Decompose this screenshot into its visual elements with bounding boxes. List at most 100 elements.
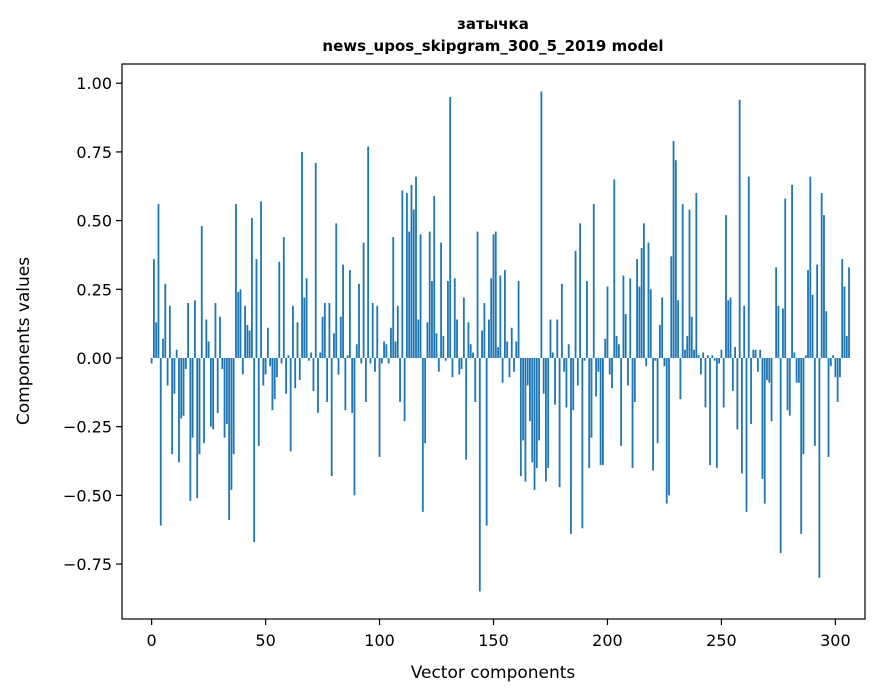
bar-263 bbox=[750, 357, 752, 424]
bar-291 bbox=[813, 357, 816, 446]
bar-288 bbox=[807, 270, 809, 358]
bar-247 bbox=[713, 357, 716, 361]
bar-188 bbox=[579, 223, 582, 358]
bar-295 bbox=[823, 215, 825, 358]
bar-266 bbox=[756, 357, 759, 372]
bar-69 bbox=[307, 357, 310, 361]
bar-151 bbox=[494, 231, 497, 358]
chart-title-line1: затычка bbox=[457, 15, 529, 33]
bar-123 bbox=[431, 281, 433, 358]
x-tick-label-300: 300 bbox=[820, 631, 851, 650]
bar-242 bbox=[702, 352, 705, 358]
bar-113 bbox=[408, 231, 411, 358]
bar-303 bbox=[841, 259, 844, 358]
bar-71 bbox=[312, 357, 315, 391]
bar-163 bbox=[522, 357, 525, 441]
bar-49 bbox=[262, 357, 265, 386]
x-tick-label-200: 200 bbox=[592, 631, 623, 650]
bar-10 bbox=[173, 357, 176, 394]
bar-281 bbox=[791, 184, 793, 358]
x-tick-label-100: 100 bbox=[364, 631, 395, 650]
bar-131 bbox=[449, 96, 452, 358]
bar-252 bbox=[725, 215, 727, 358]
bar-3 bbox=[157, 204, 160, 358]
bar-194 bbox=[592, 204, 595, 358]
bar-23 bbox=[203, 357, 205, 444]
bar-239 bbox=[695, 193, 698, 358]
bar-28 bbox=[214, 303, 217, 358]
bar-25 bbox=[207, 341, 210, 358]
bar-245 bbox=[709, 357, 711, 466]
bar-30 bbox=[219, 316, 221, 358]
bar-31 bbox=[221, 357, 224, 369]
bar-183 bbox=[567, 344, 570, 358]
bar-19 bbox=[194, 300, 196, 358]
bar-80 bbox=[333, 333, 335, 358]
y-tick-label-5: 0.50 bbox=[76, 212, 112, 231]
bar-162 bbox=[519, 357, 522, 477]
bar-88 bbox=[351, 357, 354, 413]
x-axis-ticks: 0 50 100 150 200 250 300 bbox=[147, 619, 851, 650]
bar-279 bbox=[786, 357, 789, 411]
bar-4 bbox=[159, 357, 162, 526]
y-tick-label-1: −0.50 bbox=[63, 486, 112, 505]
bar-139 bbox=[467, 322, 470, 358]
bar-154 bbox=[501, 357, 504, 383]
bar-259 bbox=[741, 357, 743, 474]
bar-75 bbox=[321, 316, 324, 358]
bar-200 bbox=[606, 286, 609, 358]
bar-46 bbox=[255, 259, 258, 358]
bar-225 bbox=[663, 357, 666, 367]
bar-143 bbox=[476, 231, 479, 358]
bar-50 bbox=[264, 357, 267, 375]
bar-33 bbox=[225, 357, 228, 424]
bar-136 bbox=[460, 357, 463, 369]
bar-48 bbox=[260, 201, 262, 358]
bar-111 bbox=[403, 357, 406, 422]
bar-132 bbox=[451, 357, 454, 378]
bar-156 bbox=[506, 341, 509, 358]
bar-250 bbox=[720, 349, 723, 358]
bar-280 bbox=[788, 357, 791, 416]
bar-89 bbox=[353, 357, 356, 496]
bar-229 bbox=[672, 140, 675, 358]
bar-300 bbox=[834, 357, 837, 378]
bar-177 bbox=[554, 357, 556, 405]
bar-90 bbox=[355, 344, 358, 358]
bar-180 bbox=[560, 283, 563, 358]
bar-284 bbox=[797, 357, 800, 383]
bar-171 bbox=[540, 91, 543, 358]
bar-292 bbox=[816, 264, 819, 358]
bar-282 bbox=[793, 352, 796, 358]
bar-117 bbox=[417, 319, 420, 358]
bar-26 bbox=[209, 357, 212, 427]
bar-47 bbox=[257, 357, 260, 446]
bar-235 bbox=[686, 336, 689, 358]
bar-68 bbox=[305, 278, 308, 358]
bar-148 bbox=[488, 319, 490, 358]
bar-20 bbox=[196, 357, 199, 499]
y-tick-label-2: −0.25 bbox=[63, 418, 112, 437]
y-tick-label-4: 0.25 bbox=[76, 280, 112, 299]
bar-104 bbox=[387, 357, 390, 364]
bar-38 bbox=[237, 292, 240, 358]
y-axis-ticks: −0.75 −0.50 −0.25 0.00 0.25 0.50 0.75 1.00 bbox=[63, 74, 122, 574]
bar-9 bbox=[171, 357, 174, 455]
bar-109 bbox=[399, 357, 401, 402]
bar-157 bbox=[508, 357, 511, 378]
bar-208 bbox=[624, 314, 627, 358]
bar-212 bbox=[633, 357, 636, 402]
bar-102 bbox=[383, 341, 386, 358]
bar-175 bbox=[549, 319, 552, 358]
bar-202 bbox=[611, 357, 613, 389]
bar-178 bbox=[556, 319, 559, 358]
bar-256 bbox=[734, 347, 736, 358]
bar-124 bbox=[433, 195, 436, 358]
bar-2 bbox=[155, 322, 158, 358]
y-tick-label-6: 0.75 bbox=[76, 143, 112, 162]
bar-29 bbox=[216, 357, 219, 413]
bar-207 bbox=[622, 275, 625, 358]
bar-230 bbox=[674, 160, 677, 358]
bar-16 bbox=[187, 303, 189, 358]
